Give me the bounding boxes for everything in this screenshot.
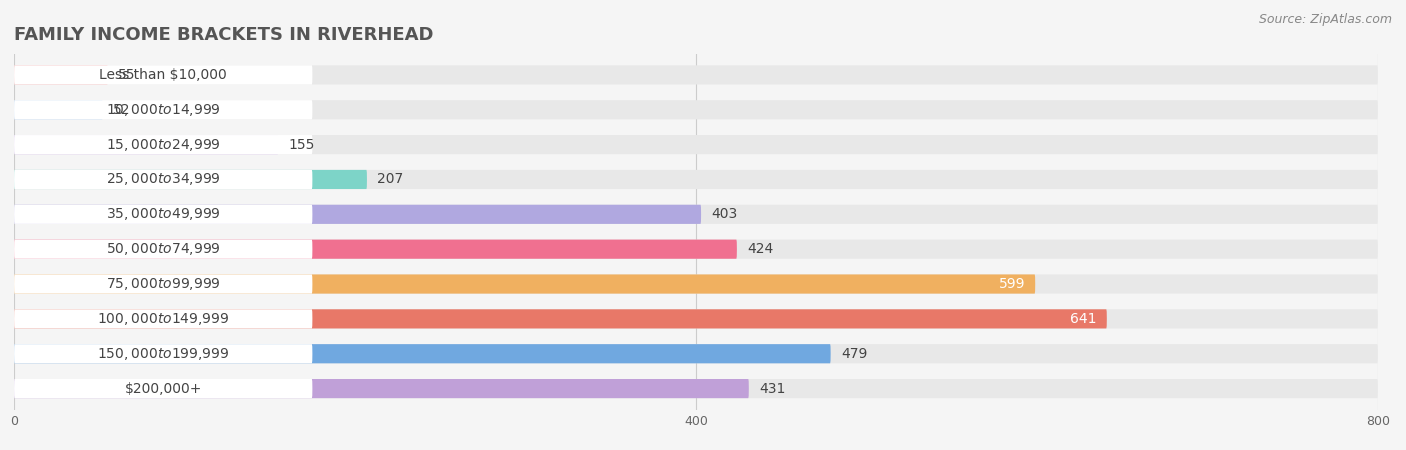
Text: 155: 155 [288, 138, 315, 152]
Text: 599: 599 [998, 277, 1025, 291]
Text: $100,000 to $149,999: $100,000 to $149,999 [97, 311, 229, 327]
FancyBboxPatch shape [14, 65, 312, 85]
FancyBboxPatch shape [14, 100, 312, 119]
Text: 52: 52 [112, 103, 131, 117]
FancyBboxPatch shape [14, 205, 702, 224]
FancyBboxPatch shape [14, 135, 1378, 154]
Text: $25,000 to $34,999: $25,000 to $34,999 [105, 171, 221, 188]
FancyBboxPatch shape [14, 344, 1378, 363]
Text: 403: 403 [711, 207, 738, 221]
FancyBboxPatch shape [14, 65, 1378, 85]
FancyBboxPatch shape [14, 309, 1107, 328]
Text: FAMILY INCOME BRACKETS IN RIVERHEAD: FAMILY INCOME BRACKETS IN RIVERHEAD [14, 26, 433, 44]
FancyBboxPatch shape [14, 309, 312, 328]
Text: $15,000 to $24,999: $15,000 to $24,999 [105, 137, 221, 153]
Text: $50,000 to $74,999: $50,000 to $74,999 [105, 241, 221, 257]
FancyBboxPatch shape [14, 239, 1378, 259]
FancyBboxPatch shape [14, 135, 278, 154]
Text: $200,000+: $200,000+ [125, 382, 202, 396]
Text: 641: 641 [1070, 312, 1097, 326]
FancyBboxPatch shape [14, 239, 737, 259]
Text: $75,000 to $99,999: $75,000 to $99,999 [105, 276, 221, 292]
Text: 424: 424 [747, 242, 773, 256]
FancyBboxPatch shape [14, 274, 1378, 293]
FancyBboxPatch shape [14, 170, 367, 189]
FancyBboxPatch shape [14, 100, 103, 119]
FancyBboxPatch shape [14, 379, 1378, 398]
Text: Less than $10,000: Less than $10,000 [100, 68, 228, 82]
FancyBboxPatch shape [14, 205, 312, 224]
Text: $35,000 to $49,999: $35,000 to $49,999 [105, 206, 221, 222]
FancyBboxPatch shape [14, 135, 312, 154]
Text: Source: ZipAtlas.com: Source: ZipAtlas.com [1258, 14, 1392, 27]
FancyBboxPatch shape [14, 379, 312, 398]
FancyBboxPatch shape [14, 239, 312, 259]
FancyBboxPatch shape [14, 170, 312, 189]
Text: $150,000 to $199,999: $150,000 to $199,999 [97, 346, 229, 362]
Text: 479: 479 [841, 347, 868, 361]
Text: 431: 431 [759, 382, 786, 396]
Text: 55: 55 [118, 68, 135, 82]
FancyBboxPatch shape [14, 379, 749, 398]
FancyBboxPatch shape [14, 100, 1378, 119]
FancyBboxPatch shape [14, 170, 1378, 189]
FancyBboxPatch shape [14, 344, 312, 363]
Text: $10,000 to $14,999: $10,000 to $14,999 [105, 102, 221, 118]
FancyBboxPatch shape [14, 274, 312, 293]
Text: 207: 207 [377, 172, 404, 186]
FancyBboxPatch shape [14, 274, 1035, 293]
FancyBboxPatch shape [14, 344, 831, 363]
FancyBboxPatch shape [14, 205, 1378, 224]
FancyBboxPatch shape [14, 65, 108, 85]
FancyBboxPatch shape [14, 309, 1378, 328]
